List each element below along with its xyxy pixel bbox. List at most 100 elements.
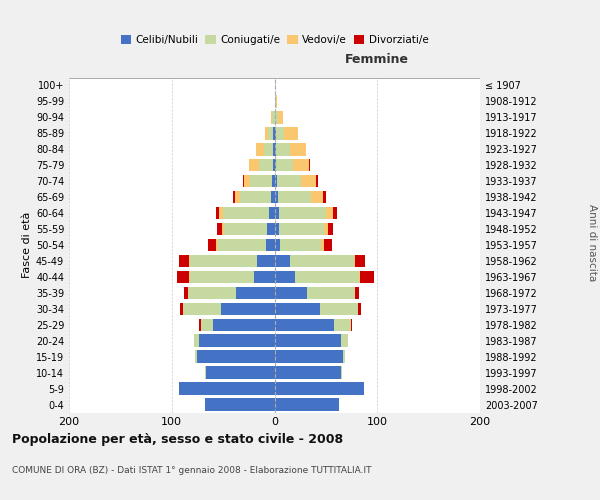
Bar bbox=[355, 254, 365, 267]
Bar bbox=[272, 111, 275, 124]
Bar bbox=[221, 302, 275, 315]
Bar bbox=[200, 318, 213, 331]
Bar bbox=[206, 366, 275, 379]
Bar bbox=[224, 223, 268, 235]
Bar bbox=[264, 143, 274, 156]
Bar bbox=[275, 127, 284, 140]
Bar bbox=[223, 207, 269, 220]
Bar bbox=[197, 350, 275, 363]
Bar bbox=[275, 318, 334, 331]
Text: Femmine: Femmine bbox=[345, 53, 409, 66]
Bar bbox=[218, 239, 266, 251]
Bar bbox=[341, 366, 343, 379]
Bar bbox=[311, 191, 323, 203]
Bar bbox=[216, 207, 219, 220]
Bar bbox=[177, 270, 189, 283]
Bar bbox=[235, 191, 239, 203]
Bar bbox=[196, 350, 197, 363]
Bar bbox=[275, 191, 278, 203]
Bar bbox=[275, 254, 290, 267]
Bar bbox=[321, 239, 324, 251]
Bar bbox=[180, 302, 183, 315]
Bar bbox=[275, 366, 341, 379]
Text: Popolazione per età, sesso e stato civile - 2008: Popolazione per età, sesso e stato civil… bbox=[12, 432, 343, 446]
Bar bbox=[256, 143, 264, 156]
Bar bbox=[236, 286, 275, 299]
Bar bbox=[275, 223, 278, 235]
Bar bbox=[275, 159, 293, 172]
Bar bbox=[326, 207, 333, 220]
Text: Anni di nascita: Anni di nascita bbox=[587, 204, 597, 281]
Bar bbox=[359, 270, 360, 283]
Bar bbox=[190, 270, 254, 283]
Bar bbox=[301, 175, 316, 188]
Bar bbox=[275, 111, 278, 124]
Bar bbox=[324, 239, 332, 251]
Bar bbox=[271, 191, 275, 203]
Bar bbox=[275, 207, 278, 220]
Bar bbox=[242, 175, 244, 188]
Legend: Celibi/Nubili, Coniugati/e, Vedovi/e, Divorziati/e: Celibi/Nubili, Coniugati/e, Vedovi/e, Di… bbox=[116, 31, 433, 49]
Bar bbox=[323, 191, 326, 203]
Bar bbox=[249, 159, 259, 172]
Bar bbox=[324, 223, 328, 235]
Bar bbox=[316, 175, 317, 188]
Bar bbox=[213, 318, 275, 331]
Bar bbox=[222, 223, 224, 235]
Bar bbox=[355, 286, 359, 299]
Bar bbox=[275, 302, 320, 315]
Bar bbox=[244, 175, 250, 188]
Bar bbox=[275, 398, 339, 410]
Bar bbox=[290, 254, 353, 267]
Bar bbox=[275, 143, 290, 156]
Bar bbox=[278, 207, 326, 220]
Bar bbox=[293, 159, 310, 172]
Bar bbox=[259, 159, 274, 172]
Bar bbox=[350, 318, 352, 331]
Bar bbox=[257, 254, 275, 267]
Bar bbox=[290, 143, 307, 156]
Bar bbox=[199, 334, 275, 347]
Bar bbox=[278, 111, 283, 124]
Bar bbox=[179, 254, 189, 267]
Bar bbox=[295, 270, 359, 283]
Bar bbox=[208, 239, 216, 251]
Bar bbox=[341, 334, 349, 347]
Bar bbox=[271, 111, 272, 124]
Bar bbox=[205, 366, 206, 379]
Bar bbox=[275, 286, 307, 299]
Bar bbox=[278, 191, 311, 203]
Bar bbox=[269, 207, 275, 220]
Bar bbox=[265, 127, 268, 140]
Bar bbox=[184, 286, 188, 299]
Bar bbox=[216, 239, 218, 251]
Text: COMUNE DI ORA (BZ) - Dati ISTAT 1° gennaio 2008 - Elaborazione TUTTITALIA.IT: COMUNE DI ORA (BZ) - Dati ISTAT 1° genna… bbox=[12, 466, 371, 475]
Bar bbox=[307, 286, 355, 299]
Bar bbox=[268, 127, 274, 140]
Bar bbox=[275, 382, 364, 395]
Bar bbox=[188, 286, 236, 299]
Bar bbox=[275, 239, 280, 251]
Bar bbox=[239, 191, 271, 203]
Bar bbox=[328, 223, 333, 235]
Bar bbox=[219, 207, 223, 220]
Bar bbox=[275, 95, 277, 108]
Bar bbox=[194, 334, 199, 347]
Bar bbox=[278, 223, 324, 235]
Bar bbox=[274, 127, 275, 140]
Y-axis label: Fasce di età: Fasce di età bbox=[22, 212, 32, 278]
Bar bbox=[280, 239, 321, 251]
Bar bbox=[358, 302, 361, 315]
Bar bbox=[233, 191, 235, 203]
Bar bbox=[183, 302, 221, 315]
Bar bbox=[284, 127, 298, 140]
Bar bbox=[360, 270, 374, 283]
Bar bbox=[275, 334, 341, 347]
Bar bbox=[272, 175, 275, 188]
Bar bbox=[189, 270, 190, 283]
Bar bbox=[353, 254, 355, 267]
Bar bbox=[343, 350, 346, 363]
Bar bbox=[266, 239, 275, 251]
Bar bbox=[320, 302, 358, 315]
Bar bbox=[333, 207, 337, 220]
